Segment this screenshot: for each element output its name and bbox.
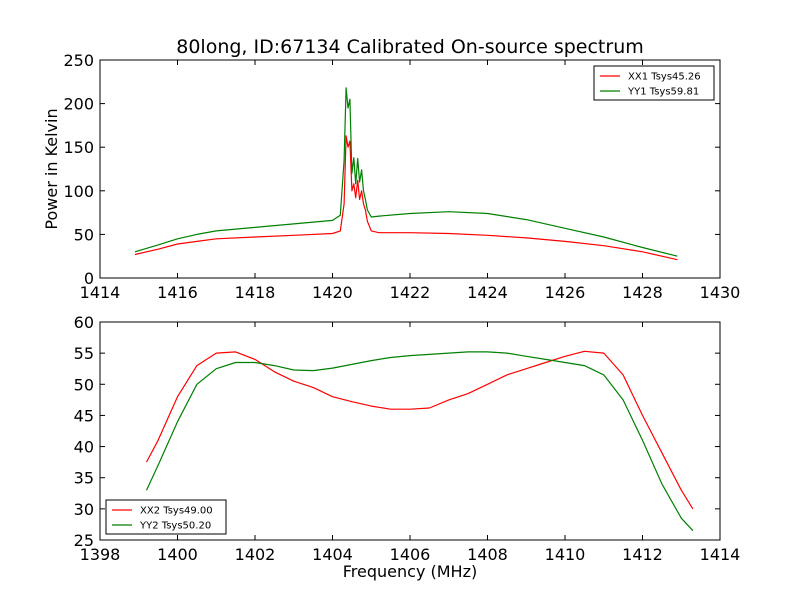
y-tick-label: 55 <box>74 344 94 363</box>
plots-group: 1414 1416 1418 1420 1422 1424 1426 1428 14300501… <box>42 51 740 581</box>
x-tick-label: 1406 <box>390 545 431 564</box>
y-tick-label: 30 <box>74 500 94 519</box>
y-tick-label: 50 <box>74 375 94 394</box>
y-axis-label: Power in Kelvin <box>42 108 61 229</box>
subplot-2: 1398 1400 1402 1404 1406 1408 1410 1412 1414 25 30… <box>74 313 741 581</box>
x-tick-label: 1400 <box>157 545 198 564</box>
x-tick-label: 1402 <box>235 545 276 564</box>
x-tick-label: 1414 <box>700 545 741 564</box>
x-tick-label: 1418 <box>235 283 276 302</box>
x-tick-label: 1426 <box>545 283 586 302</box>
y-tick-label: 0 <box>84 269 94 288</box>
x-tick-label: 1398 <box>80 545 121 564</box>
y-tick-label: 100 <box>63 182 94 201</box>
x-tick-label: 1416 <box>157 283 198 302</box>
legend-entry: YY2 Tsys50.20 <box>139 521 211 532</box>
x-tick-label: 1410 <box>545 545 586 564</box>
series-line-2-2 <box>145 351 694 532</box>
x-tick-label: 1404 <box>312 545 353 564</box>
x-tick-label: 1414 <box>80 283 121 302</box>
x-tick-label: 1428 <box>622 283 663 302</box>
legend-entry: YY1 Tsys59.81 <box>627 87 699 98</box>
subplot-1: 1414 1416 1418 1420 1422 1424 1426 1428 1430 0 50 1… <box>42 51 740 302</box>
legend-entry: XX2 Tsys49.00 <box>140 506 213 517</box>
y-tick-label: 200 <box>63 95 94 114</box>
x-tick-label: 1420 <box>312 283 353 302</box>
x-tick-label: 1424 <box>467 283 508 302</box>
y-tick-label: 50 <box>74 225 94 244</box>
x-tick-label: 1422 <box>390 283 431 302</box>
legend-2: XX2 Tsys49.00 YY2 Tsys50.20 <box>105 499 227 535</box>
series-line-2-1 <box>145 350 694 510</box>
chart-title: 80long, ID:67134 Calibrated On-source sp… <box>176 36 644 58</box>
y-tick-label: 40 <box>74 438 94 457</box>
x-tick-label: 1430 <box>700 283 741 302</box>
legend-1: XX1 Tsys45.26 YY1 Tsys59.81 <box>593 65 715 101</box>
legend-box <box>105 499 227 535</box>
x-tick-label: 1408 <box>467 545 508 564</box>
legend-box <box>593 65 715 101</box>
y-tick-label: 250 <box>63 51 94 70</box>
series-line-1-2 <box>134 87 678 257</box>
x-tick-label: 1412 <box>622 545 663 564</box>
y-tick-label: 150 <box>63 138 94 157</box>
y-tick-label: 25 <box>74 531 94 550</box>
y-tick-label: 35 <box>74 469 94 488</box>
y-tick-label: 60 <box>74 313 94 332</box>
series-line-1-1 <box>134 135 678 261</box>
legend-entry: XX1 Tsys45.26 <box>628 72 701 83</box>
x-axis-label: Frequency (MHz) <box>343 562 477 581</box>
y-tick-label: 45 <box>74 406 94 425</box>
